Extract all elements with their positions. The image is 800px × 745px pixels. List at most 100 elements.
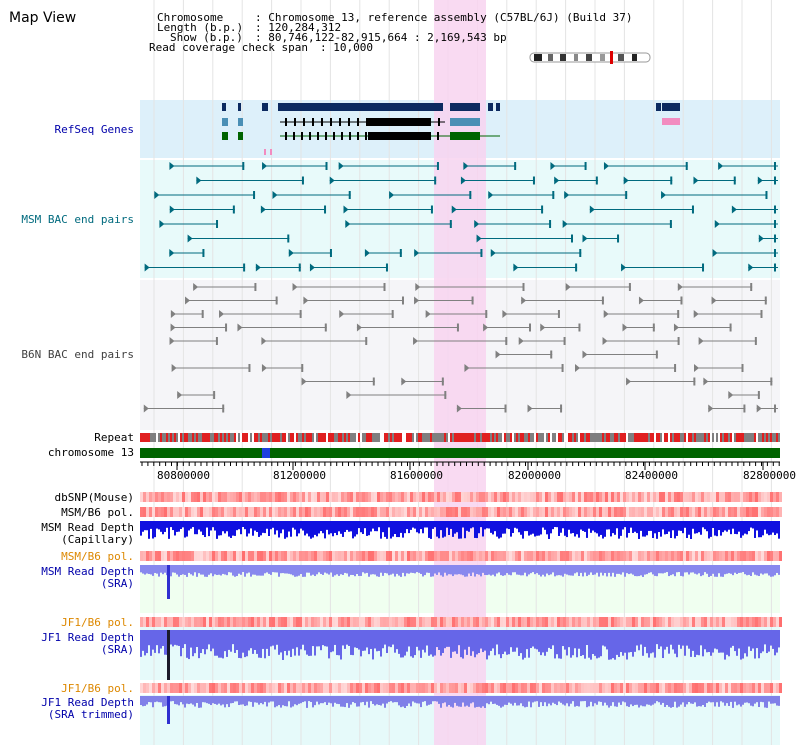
track-label-msm-depth-capillary[interactable]: MSM Read Depth (41, 521, 134, 534)
msm-b6-pol-mark (164, 551, 167, 561)
msm-bac-pair-end (345, 220, 351, 228)
jf1-trimmed-depth (522, 696, 524, 707)
b6n-bac-pair-end (171, 364, 177, 372)
jf1-b6-pol-mark (572, 683, 575, 693)
msm-sra-depth (546, 565, 548, 574)
dbsnp-mark (461, 492, 464, 502)
track-label-chromosome[interactable]: chromosome 13 (47, 446, 134, 459)
jf1-trimmed-depth (222, 696, 224, 705)
msm-b6-pol-mark (191, 551, 194, 561)
jf1-trimmed-depth (278, 696, 280, 706)
msm-b6-pol-mark (665, 551, 668, 561)
jf1-trimmed-depth (386, 696, 388, 704)
track-label-jf1-b6-pol-2[interactable]: JF1/B6 pol. (61, 682, 134, 695)
msm-capillary-depth (238, 521, 240, 530)
jf1-trimmed-depth (308, 696, 310, 702)
jf1-b6-pol-mark (614, 617, 617, 627)
msm-b6-pol-mark (158, 507, 161, 517)
jf1-sra-depth (726, 630, 728, 655)
track-label-jf1-depth-sra[interactable]: JF1 Read Depth (41, 631, 134, 644)
jf1-trimmed-depth (716, 696, 718, 703)
jf1-b6-pol-mark (179, 683, 182, 693)
jf1-b6-pol-mark (365, 683, 368, 693)
jf1-trimmed-depth (518, 696, 520, 706)
msm-b6-pol-mark (236, 551, 239, 561)
track-label-jf1-b6-pol-1[interactable]: JF1/B6 pol. (61, 616, 134, 629)
jf1-sra-depth (754, 630, 756, 659)
msm-b6-pol-mark (533, 551, 536, 561)
jf1-b6-pol-mark (245, 683, 248, 693)
repeat-mark (426, 433, 428, 442)
msm-capillary-depth (390, 521, 392, 539)
track-label-refseq[interactable]: RefSeq Genes (54, 123, 134, 136)
repeat-mark (166, 433, 168, 442)
msm-bac-pair-end (288, 249, 294, 257)
jf1-trimmed-depth (226, 696, 228, 705)
msm-capillary-depth (286, 521, 288, 538)
dbsnp-mark (395, 492, 398, 502)
msm-sra-depth (470, 565, 472, 577)
msm-b6-pol-mark (605, 551, 608, 561)
repeat-mark (482, 433, 484, 442)
msm-sra-depth (256, 565, 258, 576)
dbsnp-mark (602, 492, 605, 502)
track-label-dbsnp[interactable]: dbSNP(Mouse) (54, 491, 134, 504)
jf1-trimmed-depth (438, 696, 440, 704)
jf1-trimmed-depth (744, 696, 746, 703)
msm-b6-pol-mark (284, 507, 287, 517)
jf1-b6-pol-mark (743, 683, 746, 693)
msm-sra-depth (482, 565, 484, 573)
msm-b6-pol-mark (404, 551, 407, 561)
track-label-jf1-depth-trimmed[interactable]: JF1 Read Depth (41, 696, 134, 709)
msm-b6-pol-mark (464, 551, 467, 561)
jf1-trimmed-depth (698, 696, 700, 707)
msm-sra-depth (572, 565, 574, 576)
b6n-bac-pair-end (356, 323, 362, 332)
repeat-mark (480, 433, 482, 442)
msm-sra-depth (214, 565, 216, 575)
repeat-mark (408, 433, 410, 442)
jf1-b6-pol-mark (587, 683, 590, 693)
msm-b6-pol-mark (626, 507, 629, 517)
jf1-b6-pol-mark (626, 683, 629, 693)
msm-bac-pair-end (488, 191, 494, 199)
jf1-sra-depth (744, 630, 746, 654)
jf1-b6-pol-mark (371, 683, 374, 693)
jf1-b6-pol-mark (617, 683, 620, 693)
jf1-sra-depth (340, 630, 342, 660)
jf1-b6-pol-mark (491, 617, 494, 627)
msm-b6-pol-mark (698, 507, 701, 517)
jf1-trimmed-depth (482, 696, 484, 707)
jf1-b6-pol-mark (611, 683, 614, 693)
msm-b6-pol-mark (416, 507, 419, 517)
msm-b6-pol-mark (758, 507, 761, 517)
jf1-sra-depth (528, 630, 530, 658)
track-label-b6n-bac[interactable]: B6N BAC end pairs (21, 348, 134, 361)
msm-b6-pol-mark (596, 507, 599, 517)
msm-capillary-depth (674, 521, 676, 539)
jf1-b6-pol-mark (230, 683, 233, 693)
track-label-msm-bac[interactable]: MSM BAC end pairs (21, 213, 134, 226)
msm-capillary-depth (334, 521, 336, 533)
jf1-b6-pol-mark (692, 683, 695, 693)
jf1-b6-pol-mark (383, 683, 386, 693)
msm-capillary-depth (586, 521, 588, 538)
track-label-msm-b6-pol-1[interactable]: MSM/B6 pol. (61, 506, 134, 519)
dbsnp-mark (752, 492, 755, 502)
track-label-msm-b6-pol-2[interactable]: MSM/B6 pol. (61, 550, 134, 563)
msm-b6-pol-mark (584, 507, 587, 517)
msm-sra-depth (434, 565, 436, 574)
msm-sra-depth (662, 565, 664, 574)
msm-sra-depth (354, 565, 356, 577)
repeat-mark (154, 433, 156, 442)
jf1-b6-pol-mark (530, 683, 533, 693)
track-label-msm-depth-sra[interactable]: MSM Read Depth (41, 565, 134, 578)
jf1-trimmed-depth (274, 696, 276, 708)
jf1-trimmed-depth (662, 696, 664, 703)
jf1-sra-depth (440, 630, 442, 656)
jf1-sra-depth (392, 630, 394, 645)
msm-bac-pair-end (196, 176, 202, 185)
track-label-repeat[interactable]: Repeat (94, 431, 134, 444)
jf1-sra-depth (388, 630, 390, 647)
